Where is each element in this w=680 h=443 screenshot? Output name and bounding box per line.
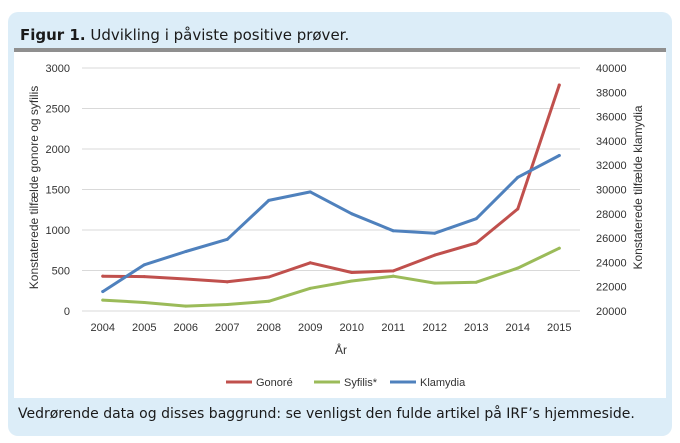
y-left-axis-title: Konstaterede tilfælde gonore og syfilis (27, 86, 41, 289)
y-right-tick-label: 34000 (596, 136, 627, 148)
data-point-syfilis (225, 303, 229, 307)
chart-area: 0 500 1000 1500 2000 2500 3000 20000 22000 24000 2… (14, 52, 666, 398)
data-point-klamydia (433, 231, 437, 235)
y-left-tick-label: 500 (52, 266, 70, 278)
figure-title: Figur 1. Udvikling i påviste positive pr… (20, 26, 349, 44)
data-point-klamydia (184, 249, 188, 253)
data-point-gonor (350, 271, 354, 275)
data-point-gonor (391, 269, 395, 273)
figure-footer: Vedrørende data og disses baggrund: se v… (18, 406, 635, 422)
data-point-gonor (142, 275, 146, 279)
x-tick-label: 2015 (547, 322, 571, 334)
data-point-gonor (184, 277, 188, 281)
x-tick-label: 2004 (91, 322, 115, 334)
data-point-syfilis (391, 274, 395, 278)
y-right-tick-label: 38000 (596, 87, 627, 99)
data-point-syfilis (350, 279, 354, 283)
data-point-gonor (474, 241, 478, 245)
x-tick-label: 2007 (215, 322, 239, 334)
y-right-tick-label: 40000 (596, 63, 627, 75)
y-right-tick-label: 20000 (596, 306, 627, 318)
x-tick-label: 2009 (298, 322, 322, 334)
y-right-tick-label: 24000 (596, 257, 627, 269)
y-right-tick-label: 36000 (596, 112, 627, 124)
legend-label-syfilis: Syfilis* (344, 377, 378, 389)
series-line-syfilis (101, 246, 561, 308)
y-left-tick-label: 1500 (46, 185, 70, 197)
y-left-tick-label: 2500 (46, 104, 70, 116)
data-point-gonor (267, 275, 271, 279)
data-point-klamydia (391, 229, 395, 233)
x-tick-label: 2012 (423, 322, 447, 334)
x-tick-label: 2013 (464, 322, 488, 334)
data-point-syfilis (308, 286, 312, 290)
data-point-syfilis (516, 266, 520, 270)
y-right-tick-label: 22000 (596, 282, 627, 294)
y-right-tick-label: 28000 (596, 209, 627, 221)
data-point-klamydia (267, 198, 271, 202)
data-point-syfilis (184, 304, 188, 308)
y-right-tick-label: 30000 (596, 185, 627, 197)
data-point-syfilis (101, 298, 105, 302)
data-point-klamydia (474, 217, 478, 221)
data-point-gonor (101, 274, 105, 278)
data-point-gonor (308, 261, 312, 265)
data-point-syfilis (267, 299, 271, 303)
y-right-tick-label: 26000 (596, 233, 627, 245)
x-tick-label: 2005 (132, 322, 156, 334)
data-point-gonor (557, 83, 561, 87)
y-right-tick-label: 32000 (596, 160, 627, 172)
y-left-tick-label: 1000 (46, 225, 70, 237)
data-point-klamydia (350, 212, 354, 216)
data-point-syfilis (474, 280, 478, 284)
x-axis-title: År (335, 342, 347, 357)
data-point-syfilis (142, 300, 146, 304)
x-tick-label: 2011 (381, 322, 405, 334)
data-point-klamydia (101, 290, 105, 294)
data-point-klamydia (308, 190, 312, 194)
legend-label-gonor: Gonoré (256, 377, 293, 389)
figure-title-text: Udvikling i påviste positive prøver. (90, 26, 350, 44)
data-point-gonor (433, 253, 437, 257)
data-point-syfilis (557, 246, 561, 250)
figure-label: Figur 1. (20, 26, 86, 44)
data-point-gonor (225, 280, 229, 284)
y-left-tick-label: 2000 (46, 144, 70, 156)
line-chart: 0 500 1000 1500 2000 2500 3000 20000 22000 24000 2… (27, 63, 645, 389)
y-left-tick-label: 0 (64, 306, 70, 318)
x-tick-label: 2008 (257, 322, 281, 334)
data-point-syfilis (433, 281, 437, 285)
x-tick-label: 2014 (506, 322, 530, 334)
legend-label-klamydia: Klamydia (420, 377, 466, 389)
series-line-gonor (101, 83, 561, 284)
y-right-axis-title: Konstaterede tilfælde klamydia (631, 105, 645, 269)
title-divider (14, 48, 666, 52)
data-point-klamydia (142, 263, 146, 267)
y-left-tick-label: 3000 (46, 63, 70, 75)
data-point-gonor (516, 207, 520, 211)
x-tick-label: 2006 (174, 322, 198, 334)
data-point-klamydia (557, 153, 561, 157)
x-tick-label: 2010 (340, 322, 364, 334)
data-point-klamydia (225, 237, 229, 241)
series-line-klamydia (101, 154, 561, 294)
data-point-klamydia (516, 175, 520, 179)
